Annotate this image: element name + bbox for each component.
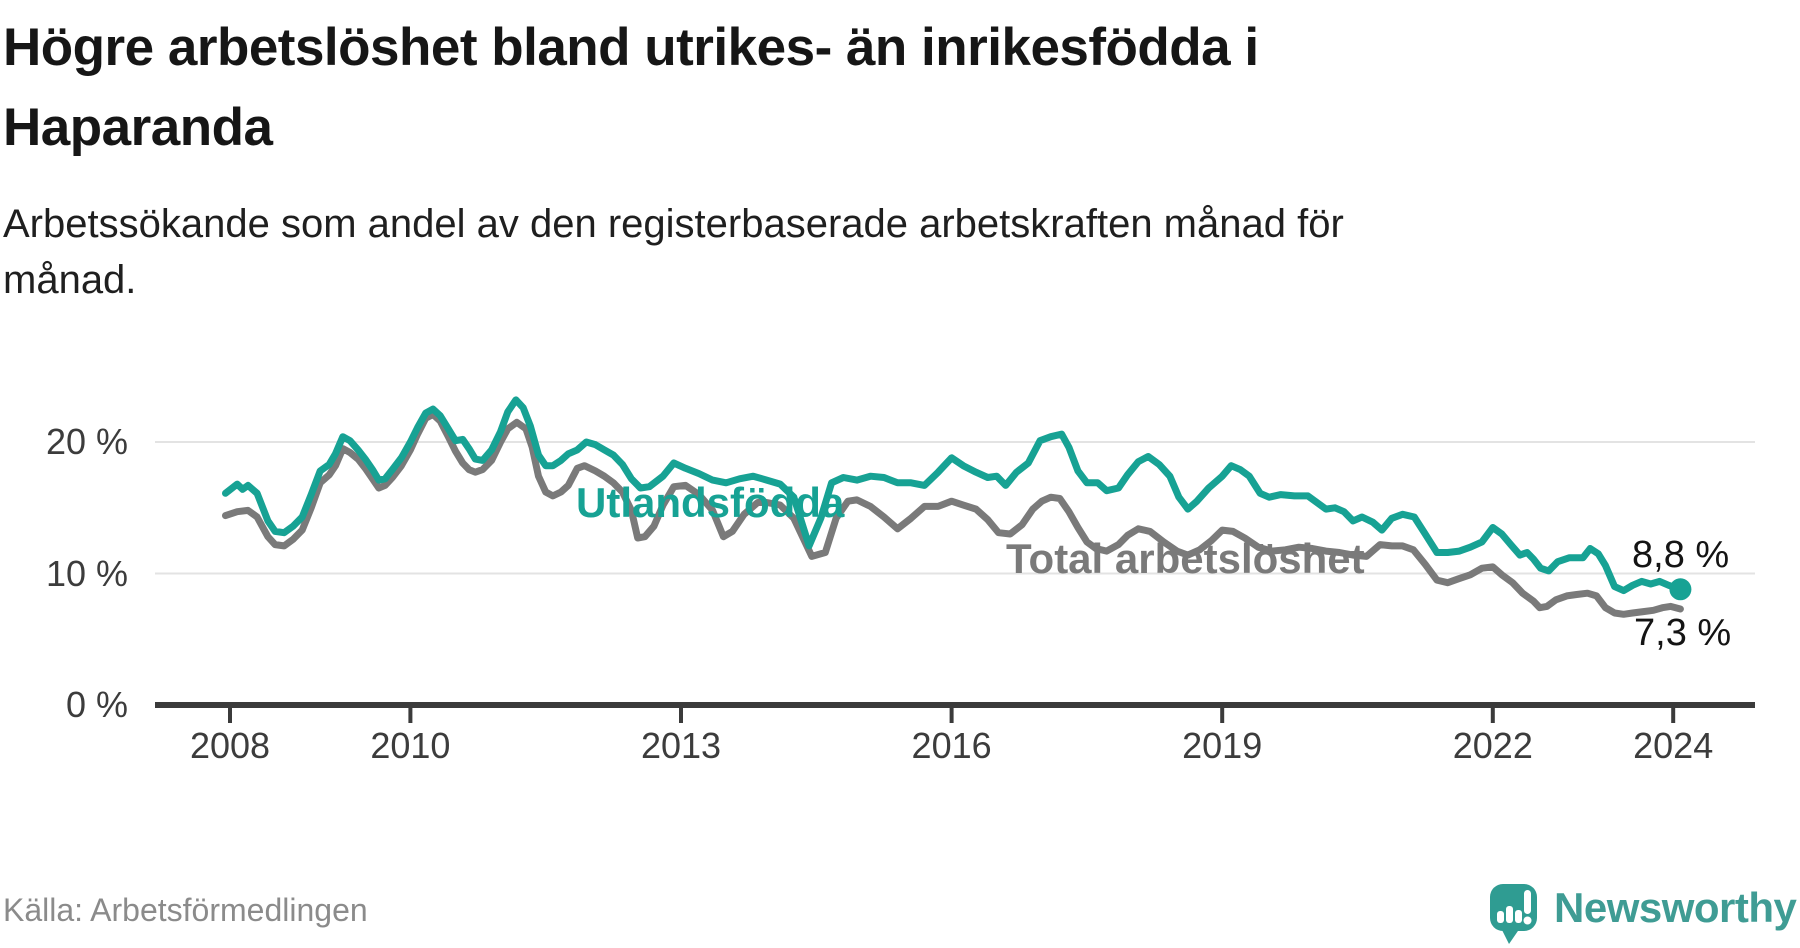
x-tick-label-2022: 2022 bbox=[1452, 725, 1533, 766]
x-tick-label-2013: 2013 bbox=[640, 725, 722, 766]
end-value-label-utlandsfodda: 8,8 % bbox=[1632, 534, 1730, 576]
end-value-label-total: 7,3 % bbox=[1634, 612, 1732, 654]
x-tick-label-2016: 2016 bbox=[911, 725, 992, 766]
x-tick-label-2019: 2019 bbox=[1182, 725, 1263, 766]
series-line-total bbox=[222, 410, 1684, 618]
x-tick-label-2024: 2024 bbox=[1633, 725, 1714, 766]
series-label-utlandsfodda: Utlandsfödda bbox=[576, 479, 845, 526]
newsworthy-logo-icon bbox=[1490, 884, 1537, 944]
y-tick-label-20: 20 % bbox=[45, 421, 128, 462]
page-title: Högre arbetslöshet bland utrikes- än inr… bbox=[3, 18, 1259, 157]
page-subtitle: Arbetssökande som andel av den registerb… bbox=[3, 202, 1344, 302]
series-end-dot-utlandsfodda bbox=[1669, 578, 1692, 601]
x-tick-label-2008: 2008 bbox=[189, 725, 271, 766]
source-note: Källa: Arbetsförmedlingen bbox=[3, 892, 368, 928]
y-tick-label-0: 0 % bbox=[65, 684, 128, 725]
series-line-utlandsfodda bbox=[222, 396, 1684, 595]
y-tick-label-10: 10 % bbox=[45, 552, 128, 594]
newsworthy-logo-text: Newsworthy bbox=[1554, 884, 1797, 931]
series-label-total: Total arbetslöshet bbox=[1006, 535, 1365, 582]
x-tick-label-2010: 2010 bbox=[370, 725, 451, 766]
newsworthy-logo: Newsworthy bbox=[1488, 882, 1797, 946]
